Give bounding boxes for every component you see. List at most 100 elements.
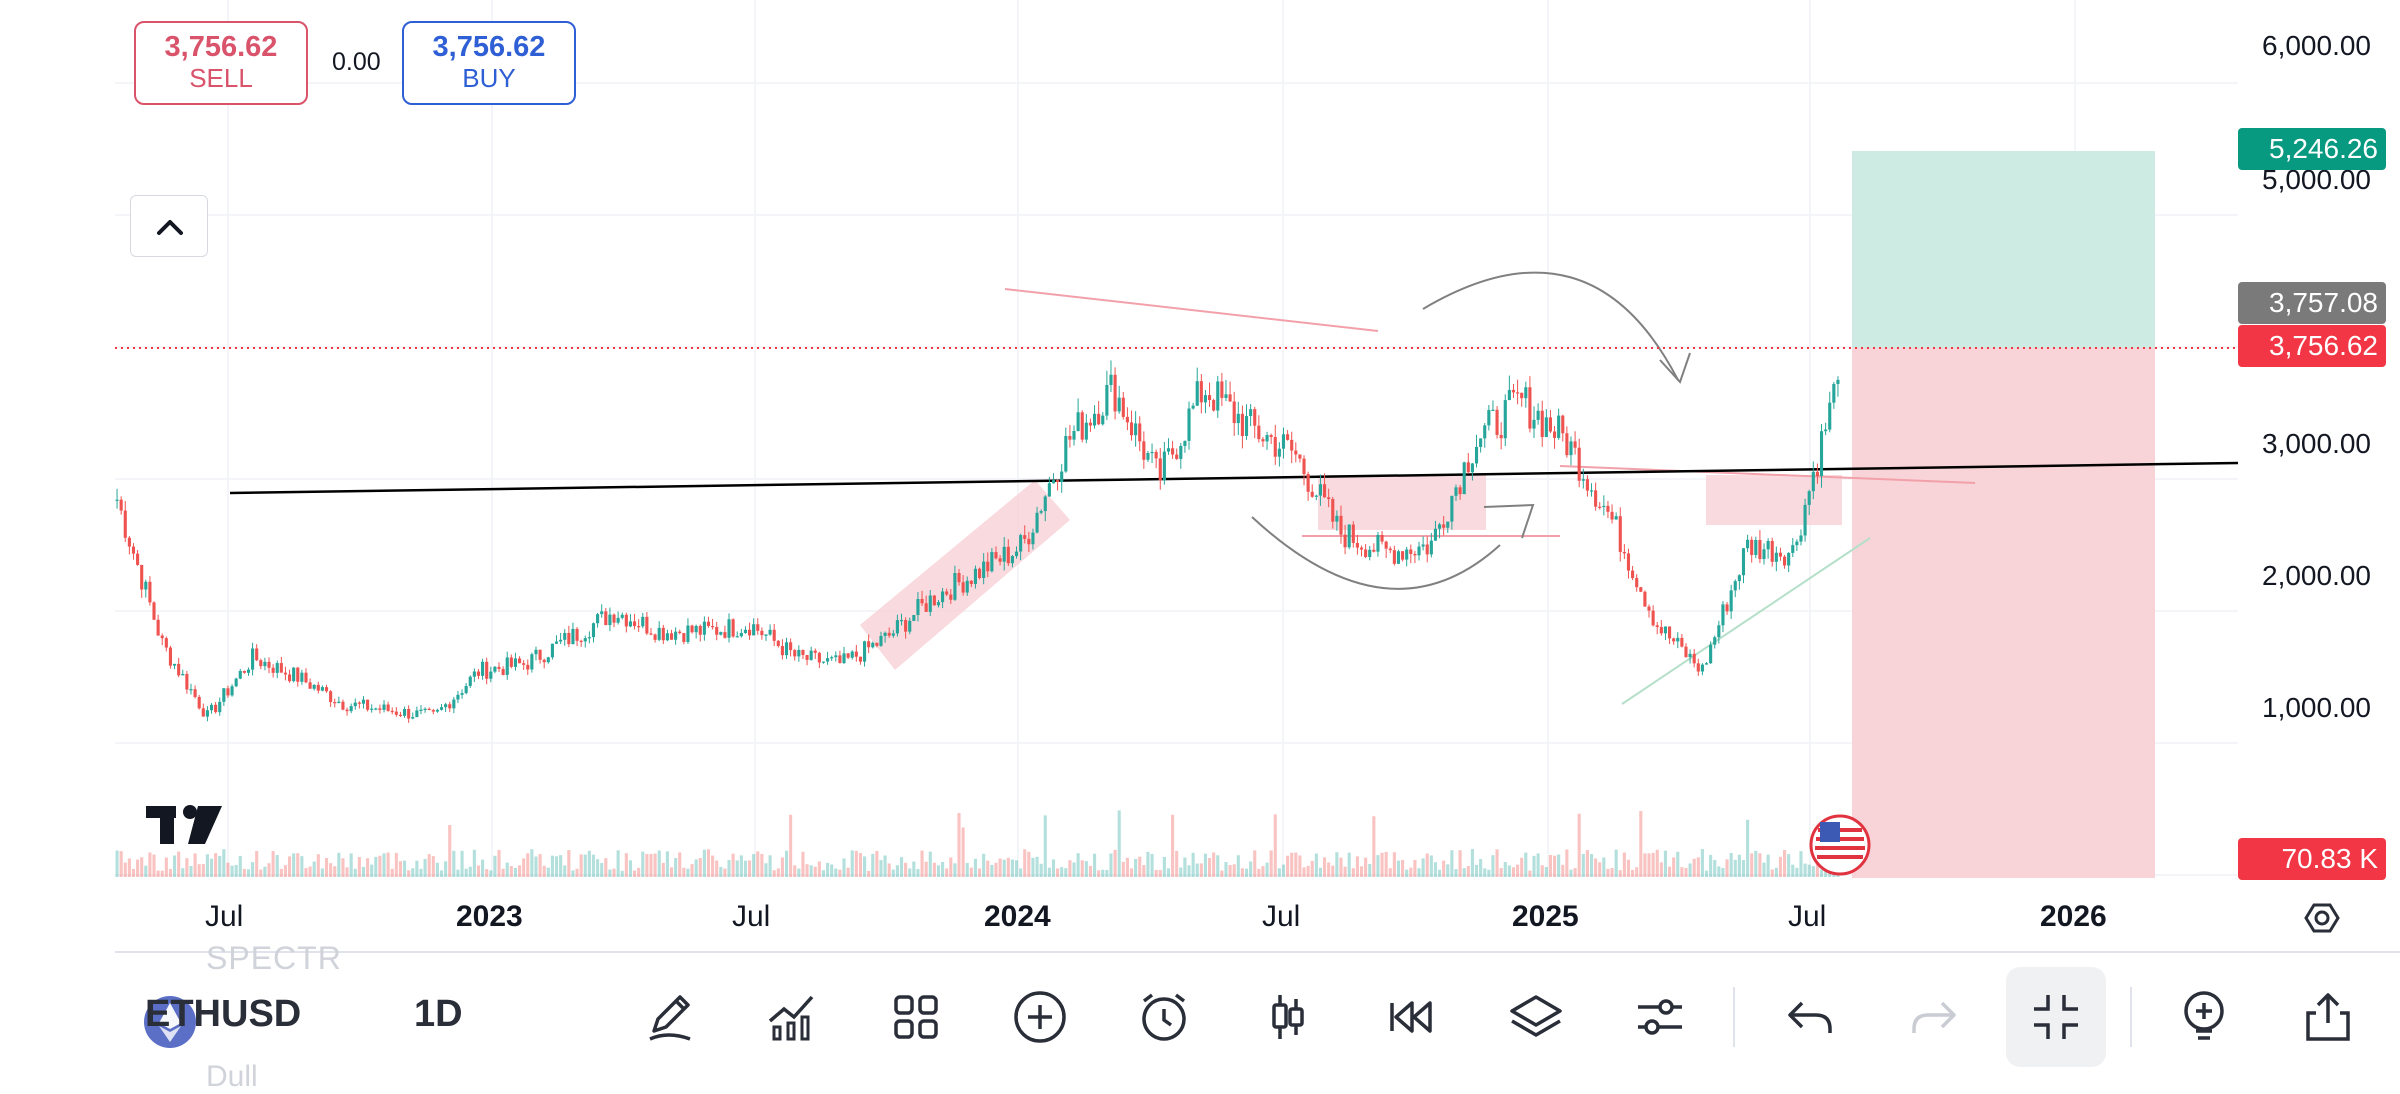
- candle-body: [1351, 524, 1355, 543]
- volume-bar: [517, 865, 522, 877]
- volume-bar: [1203, 853, 1208, 877]
- target-zone[interactable]: [1852, 151, 2155, 348]
- volume-bar: [945, 868, 949, 877]
- volume-bar: [1195, 863, 1199, 877]
- pink-line-2[interactable]: [1559, 465, 1976, 484]
- candle-body: [826, 658, 830, 662]
- candle-body: [846, 653, 850, 658]
- volume-bar: [534, 856, 538, 877]
- time-label: 2023: [456, 900, 523, 933]
- volume-bar: [990, 864, 994, 877]
- candle-body: [1010, 556, 1014, 564]
- alert-button[interactable]: [1114, 967, 1214, 1067]
- objects-tree-button[interactable]: [1486, 967, 1586, 1067]
- ethereum-icon[interactable]: [143, 995, 197, 1049]
- chart-type-button[interactable]: [1238, 967, 1338, 1067]
- volume-bar: [542, 865, 546, 877]
- add-button[interactable]: [990, 967, 1090, 1067]
- candle-body: [201, 708, 205, 717]
- stop-zone[interactable]: [1852, 348, 2155, 878]
- volume-bar: [1142, 865, 1146, 877]
- candlestick-series[interactable]: [115, 360, 1840, 723]
- volume-bar: [1663, 850, 1668, 877]
- volume-bar: [1380, 852, 1384, 877]
- volume-bar: [702, 849, 706, 877]
- interval-label[interactable]: 1D: [414, 993, 463, 1035]
- collapse-panel-button[interactable]: [130, 195, 208, 257]
- volume-bar: [1479, 858, 1483, 877]
- indicators-button[interactable]: [742, 967, 842, 1067]
- drawing-tool-button[interactable]: [620, 967, 720, 1067]
- candle-body: [1758, 539, 1762, 560]
- candle-body: [148, 581, 152, 603]
- us-flag-icon[interactable]: [1809, 814, 1871, 876]
- candle-body: [867, 641, 871, 648]
- candle-body: [439, 707, 444, 710]
- resistance-line[interactable]: [1004, 288, 1379, 332]
- candle-body: [1528, 387, 1532, 429]
- volume-bar: [115, 850, 119, 877]
- volume-bar: [1672, 857, 1676, 877]
- candle-body: [1437, 524, 1442, 529]
- volume-bar: [337, 852, 341, 877]
- share-button[interactable]: [2278, 967, 2378, 1067]
- highlight-rect-2[interactable]: [1318, 475, 1486, 530]
- layouts-button[interactable]: [866, 967, 966, 1067]
- horizontal-trend-line[interactable]: [229, 461, 2239, 495]
- highlight-rect-3[interactable]: [1706, 475, 1842, 525]
- candle-body: [1331, 499, 1335, 522]
- volume-bar: [1774, 867, 1778, 877]
- volume-bar: [242, 868, 246, 877]
- candle-body: [144, 581, 148, 590]
- volume-bar: [686, 868, 690, 877]
- volume-bar: [1006, 857, 1010, 877]
- candle-body: [990, 552, 994, 572]
- candle-body: [1557, 415, 1561, 438]
- volume-bar: [374, 856, 378, 877]
- settings-hexagon-icon[interactable]: [2304, 903, 2340, 933]
- volume-bar: [1023, 849, 1027, 877]
- candle-body: [706, 621, 711, 627]
- arc-bottom[interactable]: [1251, 516, 1501, 590]
- volume-bar: [608, 869, 612, 877]
- candle-body: [1585, 479, 1589, 491]
- candle-body: [444, 704, 448, 708]
- volume-bar: [1232, 864, 1236, 877]
- chart-drawings[interactable]: [229, 271, 2239, 705]
- candle-body: [329, 691, 333, 703]
- volume-bar: [419, 868, 423, 877]
- candle-body: [1364, 549, 1368, 557]
- candle-body: [1298, 454, 1302, 459]
- buy-button[interactable]: 3,756.62 BUY: [402, 21, 576, 105]
- ideas-button[interactable]: [2154, 967, 2254, 1067]
- volume-bar: [493, 855, 497, 877]
- arc-top[interactable]: [1422, 271, 1679, 381]
- volume-bar: [435, 862, 439, 877]
- candle-body: [283, 672, 288, 675]
- exit-fullscreen-button[interactable]: [2006, 967, 2106, 1067]
- replay-button[interactable]: [1362, 967, 1462, 1067]
- symbol-label[interactable]: ETHUSD: [145, 993, 302, 1035]
- candle-body: [912, 615, 916, 621]
- volume-bar: [1244, 868, 1249, 877]
- undo-button[interactable]: [1760, 967, 1860, 1067]
- volume-bar: [916, 869, 920, 877]
- candle-body: [1064, 436, 1068, 472]
- candle-body: [197, 696, 201, 709]
- volume-bar: [1766, 854, 1770, 877]
- candle-body: [649, 633, 653, 635]
- candle-body: [1314, 495, 1318, 497]
- volume-bar: [1109, 853, 1113, 877]
- settings-button[interactable]: [1610, 967, 1710, 1067]
- redo-button[interactable]: [1884, 967, 1984, 1067]
- candle-body: [1569, 441, 1573, 456]
- highlight-rect-1[interactable]: [860, 480, 1070, 670]
- support-line-2025[interactable]: [1621, 537, 1871, 705]
- sell-button[interactable]: 3,756.62 SELL: [134, 21, 308, 105]
- candle-body: [1466, 462, 1470, 473]
- candle-body: [1622, 551, 1626, 554]
- candle-body: [1442, 524, 1446, 528]
- volume-bar: [234, 864, 238, 877]
- candle-body: [251, 648, 255, 670]
